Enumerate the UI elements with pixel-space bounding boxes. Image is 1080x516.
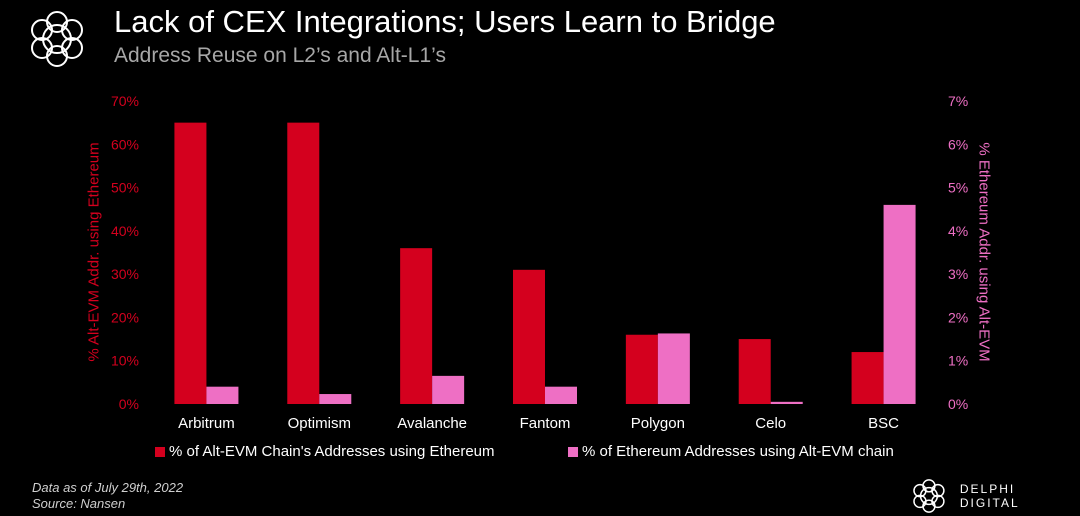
- bar-primary: [625, 334, 658, 404]
- bar-secondary: [883, 204, 916, 404]
- bar-primary: [851, 352, 884, 404]
- legend-item-secondary: % of Ethereum Addresses using Alt-EVM ch…: [568, 443, 894, 460]
- bar-secondary: [545, 386, 577, 404]
- y-tick-left: 60%: [111, 136, 139, 152]
- footnote-source: Source: Nansen: [32, 496, 126, 511]
- bar-primary: [174, 122, 207, 405]
- y-tick-right: 0%: [948, 396, 968, 412]
- legend-swatch-primary: [155, 446, 165, 457]
- y-tick-right: 5%: [948, 180, 968, 196]
- legend-label-primary: % of Alt-EVM Chain's Addresses using Eth…: [169, 443, 495, 460]
- y-tick-right: 7%: [948, 93, 968, 109]
- y-tick-left: 10%: [111, 353, 139, 369]
- bar-primary: [287, 122, 320, 405]
- y-axis-label-right: % Ethereum Addr. using Alt-EVM: [975, 142, 993, 362]
- x-tick-label: Fantom: [520, 415, 571, 432]
- bar-secondary: [657, 333, 690, 404]
- brand-name: DELPHI DIGITAL: [959, 482, 1020, 510]
- y-tick-right: 4%: [948, 223, 968, 239]
- delphi-flower-logo-icon: [913, 479, 945, 513]
- legend-swatch-secondary: [568, 446, 578, 457]
- y-tick-right: 3%: [948, 266, 968, 282]
- x-tick-label: Avalanche: [397, 415, 467, 432]
- bar-primary: [738, 339, 771, 404]
- x-tick-label: Polygon: [631, 415, 685, 432]
- bar-secondary: [770, 401, 803, 404]
- footnote-date: Data as of July 29th, 2022: [32, 480, 184, 495]
- y-tick-left: 0%: [119, 396, 139, 412]
- x-tick-label: BSC: [868, 415, 899, 432]
- legend-item-primary: % of Alt-EVM Chain's Addresses using Eth…: [155, 443, 495, 460]
- y-tick-left: 70%: [111, 93, 139, 109]
- bar-secondary: [432, 375, 465, 404]
- bar-secondary: [319, 394, 352, 404]
- y-tick-right: 1%: [948, 353, 968, 369]
- y-tick-right: 2%: [948, 309, 968, 325]
- bar-secondary: [206, 386, 239, 404]
- y-tick-left: 40%: [111, 223, 139, 239]
- bar-primary: [513, 269, 545, 404]
- brand: DELPHI DIGITAL: [908, 476, 1080, 516]
- bar-primary: [400, 248, 433, 404]
- y-tick-left: 30%: [111, 266, 139, 282]
- y-tick-left: 50%: [111, 180, 139, 196]
- y-axis-label-left: % Alt-EVM Addr. using Ethereum: [85, 142, 103, 362]
- x-tick-label: Optimism: [288, 415, 351, 432]
- legend-label-secondary: % of Ethereum Addresses using Alt-EVM ch…: [582, 443, 894, 460]
- delphi-logo-icon: [31, 11, 83, 67]
- page-title: Lack of CEX Integrations; Users Learn to…: [114, 4, 776, 39]
- y-tick-right: 6%: [948, 136, 968, 152]
- x-tick-label: Arbitrum: [178, 415, 235, 432]
- x-tick-label: Celo: [755, 415, 786, 432]
- footnote: Data as of July 29th, 2022 Source: Nanse…: [32, 480, 183, 512]
- page-subtitle: Address Reuse on L2’s and Alt-L1’s: [114, 44, 446, 67]
- y-tick-left: 20%: [111, 309, 139, 325]
